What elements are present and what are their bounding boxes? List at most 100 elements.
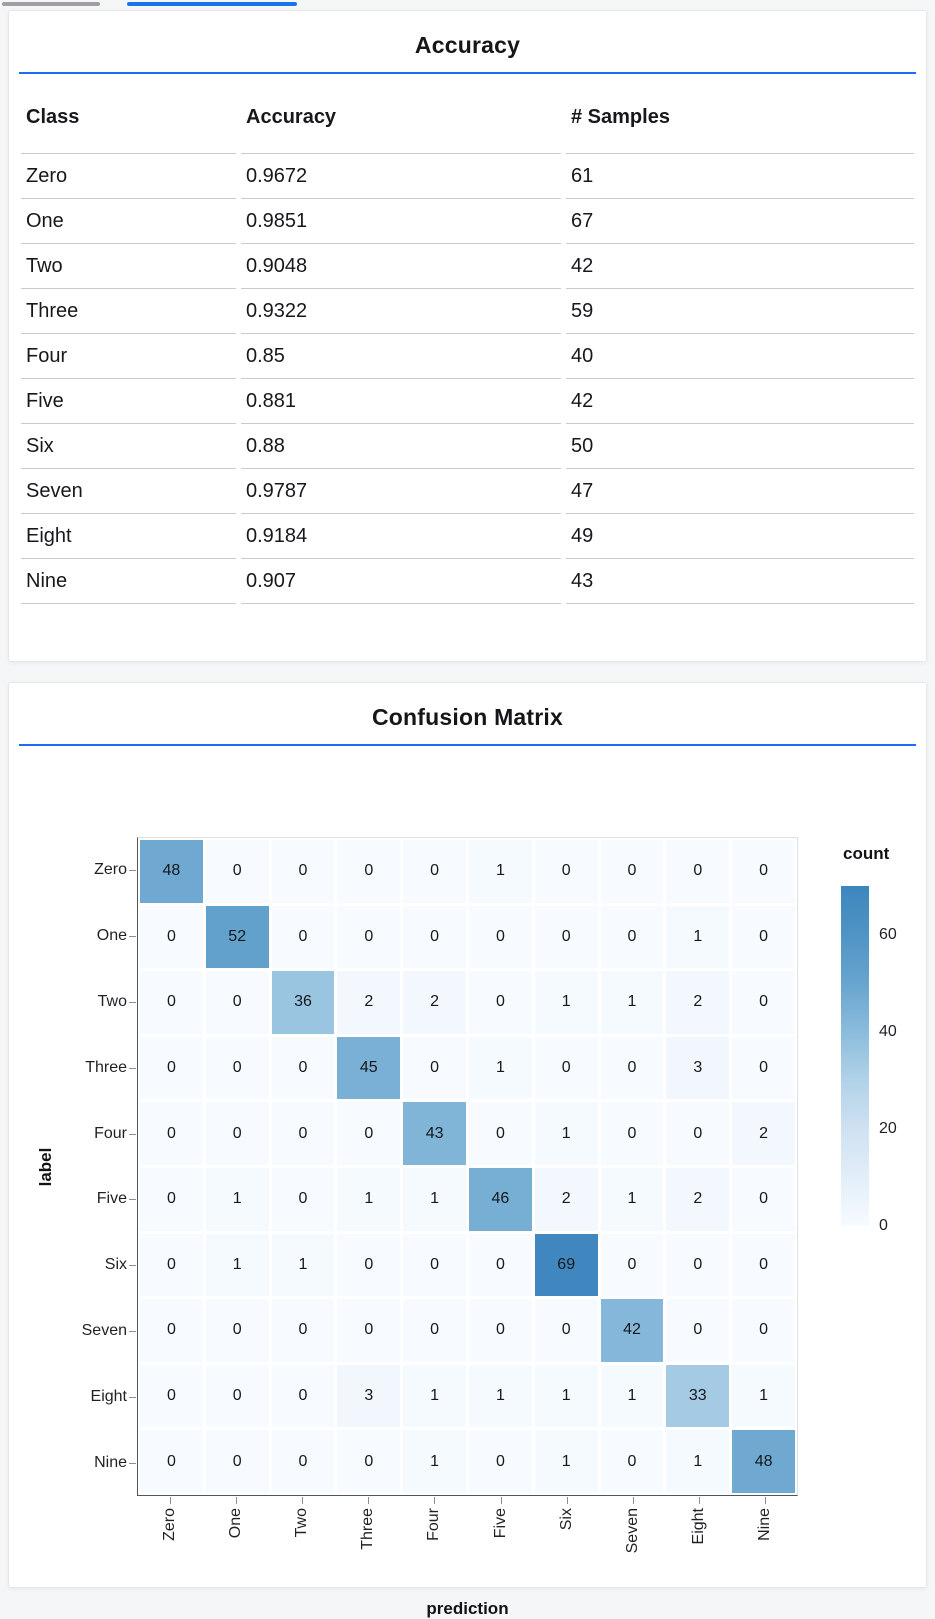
y-tick-mark <box>129 1397 136 1399</box>
heatmap-cell-Three-Three: 45 <box>337 1036 401 1100</box>
heatmap-cell-Seven-Six: 0 <box>534 1299 598 1362</box>
heatmap-cell-Seven-Three: 0 <box>337 1299 401 1362</box>
heatmap-cell-Three-One: 0 <box>205 1036 269 1100</box>
y-tick-label-One: One <box>96 926 127 944</box>
heatmap-cell-Eight-Nine: 1 <box>732 1364 795 1428</box>
confusion-matrix-card-title: Confusion Matrix <box>371 704 564 730</box>
x-tick-label-Two: Two <box>293 1508 311 1538</box>
heatmap-cell-Eight-Four: 1 <box>403 1364 466 1428</box>
accuracy-table-cell-r6-c2: 50 <box>566 424 914 469</box>
heatmap-cell-Six-Three: 0 <box>337 1233 401 1297</box>
y-tick-mark <box>129 1331 136 1333</box>
x-tick-label-Five: Five <box>491 1508 509 1539</box>
accuracy-table-cell-r5-c0: Five <box>21 379 236 424</box>
heatmap-cell-Three-Zero: 0 <box>140 1036 203 1100</box>
heatmap-cell-Seven-Eight: 0 <box>666 1299 730 1362</box>
heatmap-cell-Eight-Seven: 1 <box>600 1364 664 1428</box>
legend-tick-20: 20 <box>879 1119 897 1137</box>
heatmap-cell-Nine-Nine: 48 <box>732 1430 795 1493</box>
heatmap-cell-Two-Five: 0 <box>468 971 532 1034</box>
heatmap-cell-Four-Nine: 2 <box>732 1102 795 1165</box>
heatmap-cell-Nine-One: 0 <box>205 1430 269 1493</box>
heatmap-cell-Three-Seven: 0 <box>600 1036 664 1100</box>
heatmap-cell-Five-Four: 1 <box>403 1167 466 1231</box>
accuracy-table: Class Accuracy # Samples Zero 0.9672 61 One… <box>21 74 914 604</box>
heatmap-cell-One-Eight: 1 <box>666 905 730 969</box>
y-axis-title: label <box>36 1147 55 1186</box>
y-tick-label-Nine: Nine <box>94 1454 127 1472</box>
heatmap-cell-Eight-Two: 0 <box>271 1364 335 1428</box>
heatmap-cell-Zero-Two: 0 <box>271 840 335 903</box>
heatmap-cell-Zero-One: 0 <box>205 840 269 903</box>
heatmap-cell-Two-Seven: 1 <box>600 971 664 1034</box>
heatmap-cell-Five-Seven: 1 <box>600 1167 664 1231</box>
accuracy-table-cell-r9-c0: Nine <box>21 559 236 604</box>
heatmap-cell-Three-Six: 0 <box>534 1036 598 1100</box>
accuracy-table-cell-r9-c2: 43 <box>566 559 914 604</box>
x-tick-mark <box>302 1497 304 1504</box>
heatmap-cell-Six-Seven: 0 <box>600 1233 664 1297</box>
heatmap-cell-Seven-Four: 0 <box>403 1299 466 1362</box>
heatmap-cell-Seven-Two: 0 <box>271 1299 335 1362</box>
legend-colorbar <box>841 886 869 1226</box>
heatmap-cell-Seven-Zero: 0 <box>140 1299 203 1362</box>
accuracy-table-cell-r5-c2: 42 <box>566 379 914 424</box>
heatmap-cell-Zero-Eight: 0 <box>666 840 730 903</box>
heatmap-cell-Six-Eight: 0 <box>666 1233 730 1297</box>
heatmap-cell-Nine-Eight: 1 <box>666 1430 730 1493</box>
x-tick-label-Seven: Seven <box>623 1508 641 1554</box>
x-tick-mark <box>566 1497 568 1504</box>
x-tick-label-Three: Three <box>359 1508 377 1550</box>
heatmap-cell-One-Three: 0 <box>337 905 401 969</box>
heatmap-cell-Four-Zero: 0 <box>140 1102 203 1165</box>
x-axis-title: prediction <box>426 1599 509 1618</box>
accuracy-table-cell-r3-c2: 59 <box>566 289 914 334</box>
y-tick-label-Two: Two <box>97 992 127 1010</box>
x-tick-label-Nine: Nine <box>755 1508 773 1541</box>
accuracy-table-cell-r1-c0: One <box>21 199 236 244</box>
x-tick-mark <box>764 1497 766 1504</box>
heatmap-cell-Two-One: 0 <box>205 971 269 1034</box>
heatmap-cell-Four-Three: 0 <box>337 1102 401 1165</box>
y-tick-mark <box>129 1133 136 1135</box>
confusion-matrix-card: Confusion Matrix 48 0 0 0 0 1 0 0 0 0 0 52 0 0 0 0 0 0 1 0 0… <box>8 682 927 1618</box>
accuracy-table-cell-r8-c0: Eight <box>21 514 236 559</box>
x-tick-label-Four: Four <box>425 1508 443 1541</box>
accuracy-table-cell-r2-c0: Two <box>21 244 236 289</box>
y-tick-mark <box>129 869 136 871</box>
x-tick-mark <box>170 1497 172 1504</box>
y-tick-mark <box>129 935 136 937</box>
y-tick-label-Zero: Zero <box>94 860 127 878</box>
heatmap-cell-Five-Two: 0 <box>271 1167 335 1231</box>
heatmap-cell-Zero-Seven: 0 <box>600 840 664 903</box>
accuracy-table-cell-r2-c1: 0.9048 <box>241 244 561 289</box>
y-tick-label-Five: Five <box>96 1190 127 1208</box>
heatmap-cell-Nine-Five: 0 <box>468 1430 532 1493</box>
accuracy-table-cell-r3-c1: 0.9322 <box>241 289 561 334</box>
heatmap-cell-Four-Two: 0 <box>271 1102 335 1165</box>
x-tick-mark <box>236 1497 238 1504</box>
heatmap-cell-Seven-Five: 0 <box>468 1299 532 1362</box>
heatmap-cell-Six-Nine: 0 <box>732 1233 795 1297</box>
accuracy-table-cell-r4-c1: 0.85 <box>241 334 561 379</box>
y-tick-mark <box>129 1001 136 1003</box>
heatmap-cell-Five-Three: 1 <box>337 1167 401 1231</box>
accuracy-col-header-accuracy: Accuracy <box>241 74 561 154</box>
heatmap-cell-Six-Two: 1 <box>271 1233 335 1297</box>
heatmap-cell-Nine-Four: 1 <box>403 1430 466 1493</box>
x-tick-label-Zero: Zero <box>161 1508 179 1541</box>
accuracy-table-cell-r3-c0: Three <box>21 289 236 334</box>
heatmap-cell-Eight-Three: 3 <box>337 1364 401 1428</box>
heatmap-cell-Five-Eight: 2 <box>666 1167 730 1231</box>
heatmap-cell-Nine-Two: 0 <box>271 1430 335 1493</box>
legend-tick-40: 40 <box>879 1022 897 1040</box>
accuracy-table-cell-r4-c2: 40 <box>566 334 914 379</box>
heatmap-cell-One-Five: 0 <box>468 905 532 969</box>
x-tick-label-Eight: Eight <box>689 1508 707 1545</box>
x-tick-mark <box>698 1497 700 1504</box>
heatmap-cell-Four-One: 0 <box>205 1102 269 1165</box>
heatmap-cell-Six-Six: 69 <box>534 1233 598 1297</box>
x-tick-mark <box>368 1497 370 1504</box>
heatmap-cell-One-Two: 0 <box>271 905 335 969</box>
heatmap-cell-Four-Six: 1 <box>534 1102 598 1165</box>
